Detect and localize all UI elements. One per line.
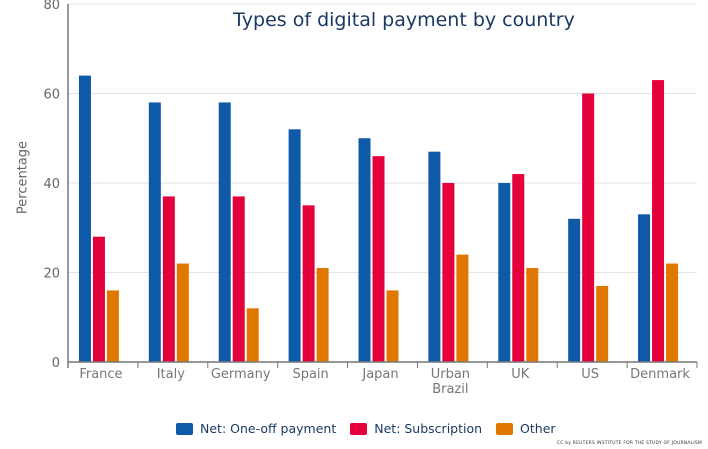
y-tick-label: 20 <box>43 267 60 282</box>
bar <box>176 263 189 362</box>
bar <box>526 268 539 362</box>
x-tick-label: Italy <box>157 367 186 382</box>
bar <box>582 93 595 362</box>
legend: Net: One-off payment Net: Subscription O… <box>176 421 556 436</box>
legend-label: Net: Subscription <box>374 421 483 436</box>
legend-item-subscription[interactable]: Net: Subscription <box>350 421 482 436</box>
x-tick-label: France <box>79 367 122 382</box>
bar <box>106 290 119 362</box>
legend-swatch <box>496 422 514 435</box>
bar <box>568 218 581 362</box>
bar <box>428 151 441 362</box>
chart-title: Types of digital payment by country <box>233 9 575 31</box>
x-tick-label: Germany <box>211 367 271 382</box>
bar <box>498 183 511 362</box>
bar <box>92 236 105 362</box>
legend-label: Other <box>520 421 556 436</box>
bar <box>218 102 231 362</box>
bar <box>162 196 175 362</box>
y-tick-label: 80 <box>43 0 60 13</box>
legend-label: Net: One-off payment <box>200 421 337 436</box>
y-tick-label: 0 <box>52 356 60 371</box>
legend-swatch <box>350 422 368 435</box>
y-tick-label: 60 <box>43 88 60 103</box>
x-tick-label: Spain <box>292 367 328 382</box>
bar <box>512 174 525 362</box>
bar <box>316 268 329 362</box>
bar <box>652 80 665 362</box>
bar <box>78 75 91 362</box>
bar <box>638 214 651 362</box>
bar <box>456 254 469 362</box>
y-tick-label: 40 <box>43 177 60 192</box>
x-tick-label: UK <box>511 367 530 382</box>
bar <box>302 205 315 362</box>
bar <box>246 308 259 362</box>
bar <box>386 290 399 362</box>
x-tick-label: Denmark <box>630 367 690 382</box>
legend-item-other[interactable]: Other <box>496 421 556 436</box>
bar <box>148 102 161 362</box>
x-tick-label: Japan <box>361 367 398 382</box>
credit-text: CC by REUTERS INSTITUTE FOR THE STUDY OF… <box>556 441 702 446</box>
bar <box>358 138 371 362</box>
bar <box>372 156 385 362</box>
y-axis-label: Percentage <box>15 140 31 215</box>
bar <box>442 183 455 362</box>
bar <box>288 129 301 362</box>
legend-item-one-off[interactable]: Net: One-off payment <box>176 421 336 436</box>
bar <box>666 263 679 362</box>
x-tick-label: US <box>581 367 599 382</box>
bar <box>232 196 245 362</box>
legend-swatch <box>176 422 193 435</box>
x-tick-label: Urban <box>431 367 470 382</box>
bar <box>596 285 609 362</box>
x-tick-label: Brazil <box>432 382 468 397</box>
